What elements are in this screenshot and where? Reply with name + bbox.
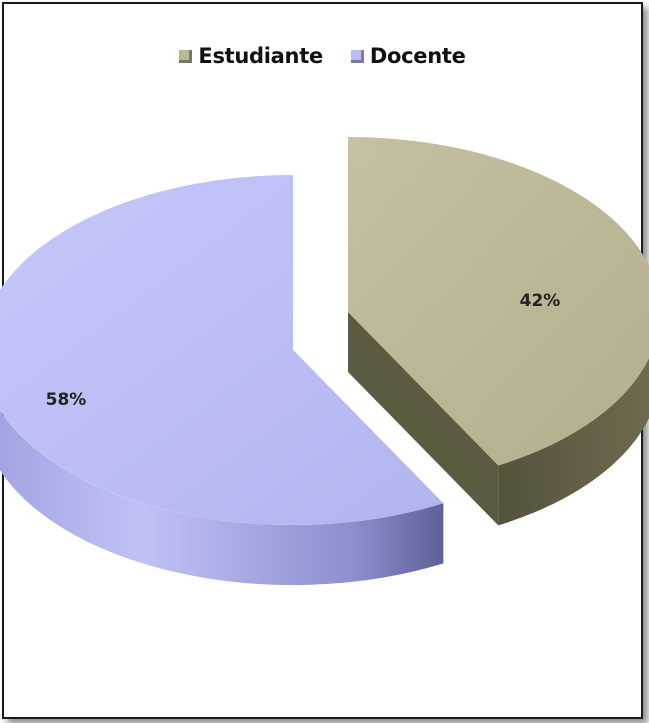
chart-legend: Estudiante Docente [4,44,641,68]
legend-swatch-estudiante [179,49,193,63]
slice-estudiante-cut-wall [348,312,499,526]
data-label-docente: 58% [46,390,87,410]
legend-label-docente: Docente [369,44,466,68]
slice-docente [0,175,444,525]
slice-estudiante [348,137,649,466]
data-label-estudiante: 42% [520,291,561,311]
legend-swatch-docente [350,49,364,63]
legend-label-estudiante: Estudiante [198,44,323,68]
legend-item-docente: Docente [350,44,466,68]
legend-item-estudiante: Estudiante [179,44,323,68]
slice-docente-side [0,410,444,586]
slice-estudiante-side [498,357,649,526]
